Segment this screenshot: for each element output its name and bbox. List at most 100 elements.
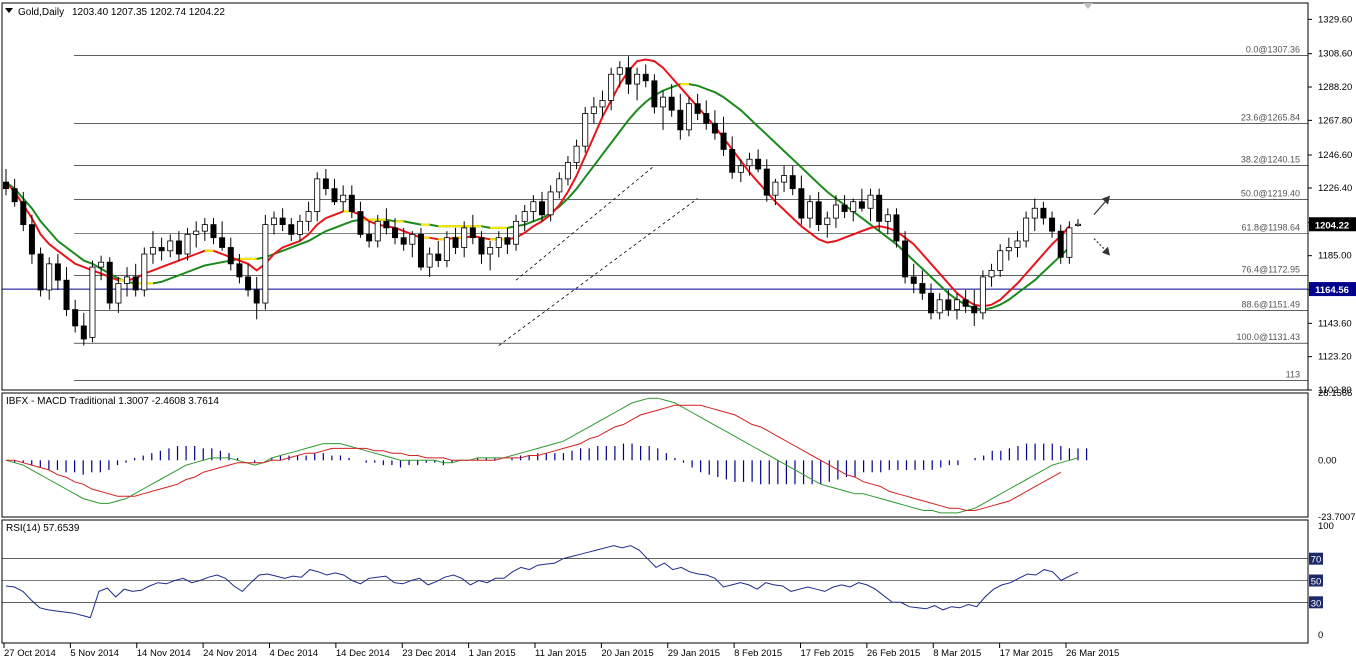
candle <box>1049 211 1056 238</box>
candle <box>11 178 18 207</box>
candle <box>271 211 277 235</box>
current-price-label: 1204.22 <box>1315 220 1349 231</box>
candle <box>755 149 762 173</box>
candle-body <box>781 175 788 183</box>
candle-body <box>495 237 502 248</box>
fibonacci-levels: 0.0@1307.36 23.6@1265.84 38.2@1240.15 50.0@… <box>2 45 1308 381</box>
candle <box>608 67 615 111</box>
candle <box>772 178 779 205</box>
candle <box>219 221 226 251</box>
price-tick-label: 1143.60 <box>1318 318 1352 329</box>
candle-body <box>37 253 44 291</box>
candle <box>807 195 813 228</box>
candle <box>167 234 174 258</box>
moving-averages <box>5 58 1071 311</box>
candle <box>997 244 1004 277</box>
fib-label-2: 38.2@1240.15 <box>1241 155 1300 165</box>
candle-body <box>711 122 718 134</box>
candle-body <box>1066 227 1073 258</box>
time-tick-label: 4 Dec 2014 <box>270 648 319 659</box>
candle <box>850 198 857 222</box>
candle <box>392 218 399 245</box>
candle <box>443 231 450 268</box>
candle-body <box>668 96 675 111</box>
candle-body <box>815 201 822 226</box>
time-tick-label: 23 Dec 2014 <box>402 648 456 659</box>
candle <box>331 178 338 205</box>
candle-body <box>3 181 9 190</box>
candle-body <box>625 67 632 85</box>
candle <box>426 247 433 277</box>
candle <box>383 208 390 235</box>
candle <box>193 221 200 248</box>
candle-body <box>20 201 27 226</box>
candle <box>616 61 623 88</box>
candle-body <box>789 175 796 190</box>
candle <box>945 289 952 317</box>
candle <box>893 208 900 248</box>
rsi-axis: 100 70 50 30 0 <box>1309 521 1334 641</box>
candle <box>210 218 217 245</box>
candle-body <box>504 237 511 245</box>
candle-body <box>729 149 736 173</box>
time-tick-label: 17 Feb 2015 <box>801 648 854 659</box>
candle-body <box>919 283 926 294</box>
ma-fast-line <box>5 58 1071 308</box>
shift-marker-icon[interactable] <box>1083 3 1093 9</box>
candle-body <box>72 309 79 327</box>
candle-body <box>271 217 277 226</box>
candle-body <box>564 162 571 180</box>
candle <box>936 293 943 320</box>
candle-body <box>80 325 87 340</box>
candle <box>1031 198 1038 232</box>
macd-main-line <box>5 397 1079 514</box>
candle <box>487 240 494 271</box>
candle-body <box>807 201 813 219</box>
candle-body <box>590 106 597 114</box>
candle-body <box>867 194 874 209</box>
candle-body <box>469 227 476 239</box>
candle-body <box>703 113 710 124</box>
candle-body <box>850 201 857 212</box>
candle <box>227 237 234 271</box>
candle-body <box>737 165 744 173</box>
rsi-tick-label: 70 <box>1311 555 1322 566</box>
candle-body <box>677 109 684 131</box>
candle <box>928 283 935 320</box>
candle-body <box>772 181 779 196</box>
macd-tick-label: 28.1566 <box>1318 388 1352 399</box>
candle <box>1005 237 1012 261</box>
time-tick-label: 11 Jan 2015 <box>535 648 587 659</box>
candle-body <box>902 240 909 278</box>
fib-label-3: 50.0@1219.40 <box>1241 188 1300 198</box>
candle-body <box>928 292 935 314</box>
candle <box>746 152 753 176</box>
price-axis: 1329.60 1308.60 1288.20 1267.80 1246.60 1226.… <box>1308 14 1352 396</box>
candle <box>149 231 156 264</box>
candle-body <box>348 194 355 212</box>
candle <box>962 289 969 313</box>
candle <box>115 276 122 313</box>
candle <box>564 155 571 186</box>
candle-body <box>193 230 200 235</box>
candle-body <box>582 113 589 147</box>
candle <box>279 208 286 232</box>
candle <box>729 136 736 179</box>
candle-body <box>245 276 252 291</box>
candle <box>504 227 511 255</box>
candle-body <box>435 253 442 261</box>
candle-body <box>720 132 727 150</box>
candle <box>72 299 79 333</box>
candle-body <box>253 289 260 304</box>
candle-body <box>115 283 122 304</box>
channel-lower-line <box>498 198 698 346</box>
candle <box>625 56 632 94</box>
price-tick-label: 1267.80 <box>1318 115 1352 126</box>
candle-body <box>305 211 312 222</box>
dropdown-triangle-icon[interactable] <box>5 8 13 13</box>
candle <box>46 257 53 300</box>
macd-panel <box>1 392 1309 518</box>
candle-body <box>841 204 848 212</box>
candle <box>547 185 554 222</box>
